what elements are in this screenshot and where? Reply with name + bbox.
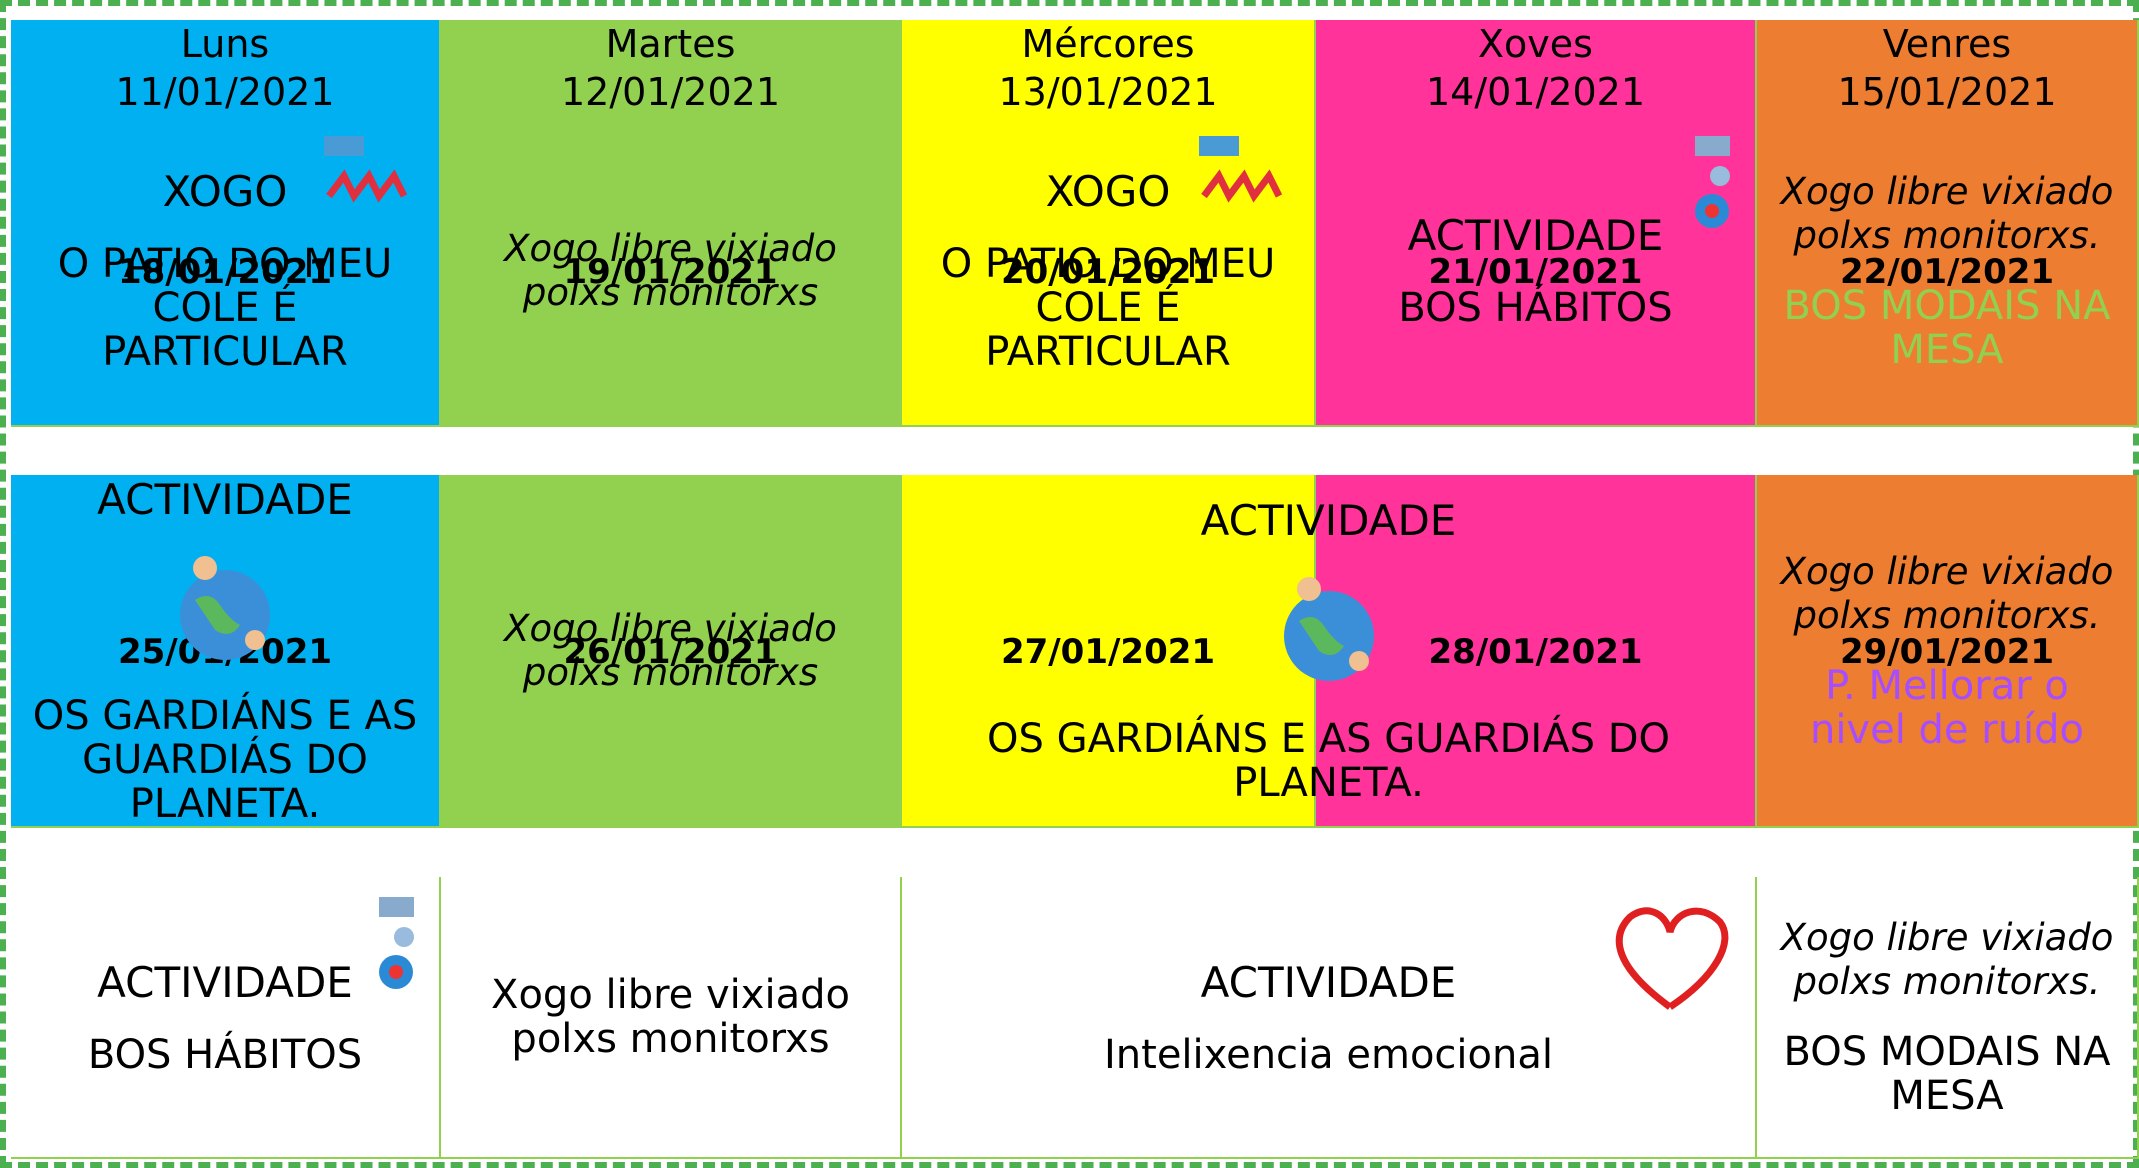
- activity-text: BOS MODAIS NA MESA: [1783, 282, 2111, 373]
- date-cell: 22/01/2021: [1757, 116, 2139, 427]
- move-icon: [1199, 136, 1283, 203]
- day-header: Xoves 14/01/2021: [1316, 20, 1757, 116]
- day-header: Martes 12/01/2021: [441, 20, 902, 116]
- activity-cell: ACTIVIDADE OS GARDIÁNS E AS GUARDIÁS DO P…: [11, 475, 441, 828]
- activity-cell: Xogo libre vixiado polxs monitorxs. P. Me…: [1757, 475, 2139, 828]
- date-cell: 27/01/2021: [902, 475, 1316, 828]
- activity-text: BOS HÁBITOS: [87, 1031, 363, 1078]
- day-name: Martes: [605, 22, 736, 66]
- activity-cell: ACTIVIDADE BOS HÁBITOS: [1316, 116, 1757, 427]
- activity-cell: Xogo libre vixiado polxs monitorxs. BOS M…: [1757, 877, 2139, 1159]
- heart-icon: [1615, 907, 1729, 1010]
- activity-title: XOGO: [162, 167, 288, 216]
- activity-cell: Xogo libre vixiado polxs monitorxs: [441, 475, 902, 828]
- day-name: Venres: [1882, 22, 2012, 66]
- day-date: 13/01/2021: [998, 70, 1218, 114]
- activity-cell: ACTIVIDADE OS GARDIÁNS E AS GUARDIÁS DO P…: [902, 475, 1757, 828]
- activity-cell: XOGO O PATIO DO MEU COLE É PARTICULAR: [11, 116, 441, 427]
- activity-note: Xogo libre vixiado polxs monitorxs.: [1780, 916, 2114, 1003]
- activity-text: BOS HÁBITOS: [1398, 285, 1673, 331]
- activity-title: ACTIVIDADE: [1200, 496, 1457, 545]
- day-date: 14/01/2021: [1425, 70, 1646, 114]
- day-header: Luns 11/01/2021: [11, 20, 441, 116]
- date-cell: 26/01/2021: [441, 475, 902, 828]
- globe-icon: [1283, 577, 1374, 681]
- activity-cell: ACTIVIDADE Intelixencia emocional: [902, 877, 1757, 1159]
- activity-note: Xogo libre vixiado polxs monitorxs: [504, 226, 837, 314]
- day-name: Luns: [180, 22, 270, 66]
- move-icon: [324, 136, 408, 203]
- activity-text: OS GARDIÁNS E AS GUARDIÁS DO PLANETA.: [987, 716, 1670, 806]
- date-cell: 20/01/2021: [902, 116, 1316, 427]
- activity-note: Xogo libre vixiado polxs monitorxs.: [1780, 549, 2114, 637]
- activity-title: ACTIVIDADE: [1200, 957, 1457, 1007]
- globe-icon: [180, 556, 270, 660]
- calendar: Luns 11/01/2021 Martes 12/01/2021 Mércores 13…: [11, 20, 2139, 1159]
- activity-title: ACTIVIDADE: [1407, 211, 1664, 260]
- date-cell: 29/01/2021: [1757, 475, 2139, 828]
- activity-cell: Xogo libre vixiado polxs monitorxs: [441, 116, 902, 427]
- swirl-icon: [1695, 136, 1730, 228]
- activity-text: P. Mellorar o nivel de ruído: [1809, 662, 2085, 753]
- activity-text: O PATIO DO MEU COLE É PARTICULAR: [940, 241, 1276, 375]
- activity-cell: ACTIVIDADE BOS HÁBITOS: [11, 877, 441, 1159]
- activity-title: XOGO: [1045, 167, 1171, 216]
- day-date: 12/01/2021: [560, 70, 781, 114]
- activity-cell: XOGO O PATIO DO MEU COLE É PARTICULAR: [902, 116, 1316, 427]
- activity-cell: Xogo libre vixiado polxs monitorxs: [441, 877, 902, 1159]
- day-date: 15/01/2021: [1837, 70, 2057, 114]
- day-header: Mércores 13/01/2021: [902, 20, 1316, 116]
- activity-text: Xogo libre vixiado polxs monitorxs: [491, 972, 850, 1062]
- day-date: 11/01/2021: [115, 70, 335, 114]
- activity-text: OS GARDIÁNS E AS GUARDIÁS DO PLANETA.: [32, 693, 418, 827]
- activity-title: ACTIVIDADE: [97, 475, 353, 524]
- activity-text: O PATIO DO MEU COLE É PARTICULAR: [57, 241, 393, 375]
- date-cell: 18/01/2021: [11, 116, 441, 427]
- activity-note: Xogo libre vixiado polxs monitorxs.: [1780, 169, 2114, 257]
- activity-cell: Xogo libre vixiado polxs monitorxs. BOS M…: [1757, 116, 2139, 427]
- activity-note: Xogo libre vixiado polxs monitorxs: [504, 606, 837, 694]
- activity-text: Intelixencia emocional: [1103, 1031, 1553, 1078]
- day-name: Xoves: [1478, 22, 1593, 66]
- day-name: Mércores: [1021, 22, 1195, 66]
- swirl-icon: [379, 897, 414, 989]
- activity-title: ACTIVIDADE: [97, 957, 353, 1007]
- activity-text: BOS MODAIS NA MESA: [1783, 1029, 2111, 1119]
- date-cell: 21/01/2021: [1316, 116, 1757, 427]
- day-header: Venres 15/01/2021: [1757, 20, 2139, 116]
